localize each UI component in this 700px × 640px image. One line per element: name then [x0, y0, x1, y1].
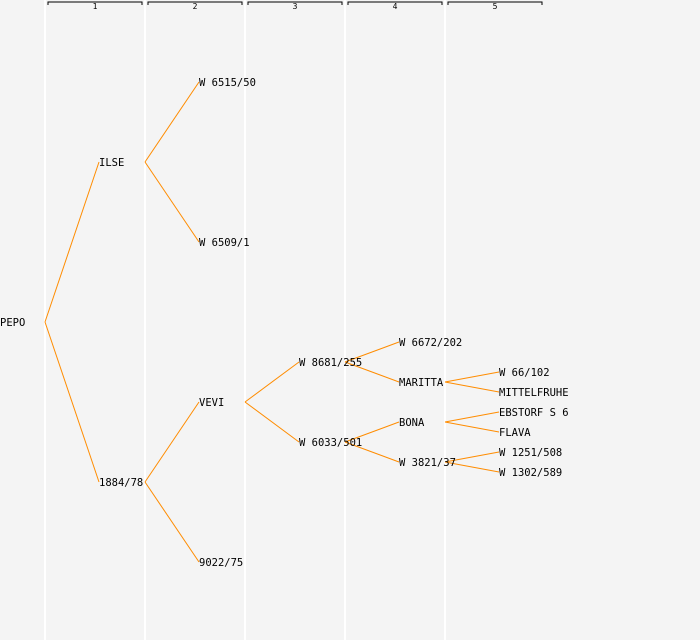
pedigree-node: W 6515/50: [199, 77, 256, 89]
pedigree-node: PEPO: [0, 317, 25, 329]
column-header: 5: [493, 2, 498, 11]
column-header: 2: [193, 2, 198, 11]
pedigree-link: [344, 341, 400, 363]
pedigree-link: [44, 161, 100, 323]
pedigree-node: W 1302/589: [499, 467, 562, 479]
pedigree-link: [144, 81, 200, 163]
pedigree-node: W 6509/1: [199, 237, 250, 249]
pedigree-link: [444, 381, 500, 393]
column-bracket: [47, 1, 143, 5]
pedigree-link: [444, 451, 500, 463]
pedigree-node: MITTELFRUHE: [499, 387, 569, 399]
column-bracket: [247, 1, 343, 5]
column-bracket: [347, 1, 443, 5]
column-header: 4: [393, 2, 398, 11]
pedigree-link: [444, 461, 500, 473]
pedigree-link: [444, 421, 500, 433]
pedigree-node: FLAVA: [499, 427, 531, 439]
column-bracket: [447, 1, 543, 5]
pedigree-node: 9022/75: [199, 557, 243, 569]
column-bracket: [147, 1, 243, 5]
pedigree-node: W 3821/37: [399, 457, 456, 469]
pedigree-link: [44, 321, 100, 483]
pedigree-node: W 1251/508: [499, 447, 562, 459]
pedigree-node: W 66/102: [499, 367, 550, 379]
column-header: 3: [293, 2, 298, 11]
pedigree-link: [144, 481, 200, 563]
pedigree-link: [344, 361, 400, 383]
column-header: 1: [93, 2, 98, 11]
pedigree-link: [244, 361, 300, 403]
pedigree-node: W 8681/255: [299, 357, 362, 369]
pedigree-node: ILSE: [99, 157, 124, 169]
pedigree-node: W 6672/202: [399, 337, 462, 349]
pedigree-node: 1884/78: [99, 477, 143, 489]
pedigree-link: [444, 411, 500, 423]
pedigree-node: BONA: [399, 417, 425, 429]
pedigree-link: [344, 421, 400, 443]
pedigree-link: [144, 401, 200, 483]
pedigree-link: [444, 371, 500, 383]
pedigree-node: W 6033/501: [299, 437, 362, 449]
pedigree-node: EBSTORF S 6: [499, 407, 569, 419]
pedigree-link: [144, 161, 200, 243]
pedigree-node: VEVI: [199, 397, 224, 409]
pedigree-link: [344, 441, 400, 463]
pedigree-node: MARITTA: [399, 377, 444, 389]
pedigree-link: [244, 401, 300, 443]
